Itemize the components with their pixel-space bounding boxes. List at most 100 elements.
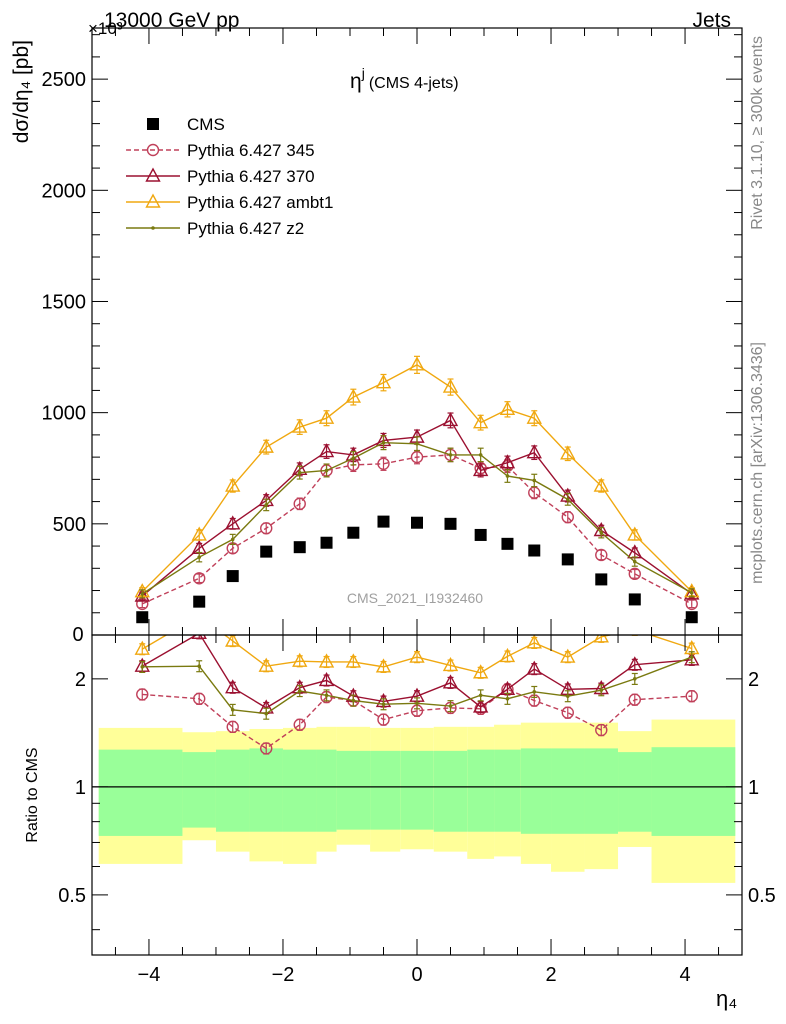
- data-point-ambt1: [292, 418, 308, 433]
- legend-marker-p345: [146, 143, 160, 157]
- data-point-p370: [499, 454, 516, 469]
- y-tick-label: 500: [53, 514, 86, 536]
- data-point-z2: [478, 453, 483, 457]
- legend: CMS Pythia 6.427 345 Pythia 6.427 370 Pythi…: [126, 115, 333, 238]
- band-inner: [433, 750, 468, 832]
- band-inner: [551, 748, 585, 834]
- top-ylabel: dσ/dη₄ [pb]: [10, 40, 33, 143]
- data-point-ambt1-ratio: [134, 640, 150, 655]
- data-point-z2: [297, 470, 302, 475]
- data-point-z2: [599, 530, 604, 535]
- data-point-ambt1-ratio: [318, 653, 335, 668]
- data-point-ambt1-ratio: [258, 657, 274, 672]
- data-point-p345-ratio: [260, 742, 273, 755]
- y-tick-label: 2500: [42, 69, 87, 91]
- legend-label-ambt1: Pythia 6.427 ambt1: [187, 193, 333, 212]
- data-point-p345-ratio: [595, 723, 608, 737]
- data-point-ambt1: [225, 477, 241, 492]
- data-point-ambt1-ratio: [345, 653, 362, 668]
- data-point-ambt1-ratio: [627, 635, 643, 636]
- data-point-cms: [411, 516, 423, 529]
- data-point-p345-ratio: [377, 713, 390, 726]
- uncertainty-bands: [98, 719, 736, 883]
- data-point-z2: [532, 478, 537, 483]
- data-point-p345: [595, 548, 608, 562]
- legend-marker-p370: [145, 167, 161, 182]
- data-point-z2-ratio: [599, 688, 604, 692]
- data-point-ambt1: [375, 374, 392, 389]
- data-point-p370: [318, 443, 335, 458]
- data-point-z2-ratio: [689, 655, 694, 659]
- data-point-cms: [193, 595, 206, 608]
- data-point-ambt1-ratio: [375, 658, 392, 673]
- y-tick-label: 1500: [42, 291, 87, 313]
- data-point-z2-ratio: [351, 698, 356, 703]
- data-point-p345-ratio: [226, 720, 239, 734]
- band-inner: [400, 750, 434, 830]
- band-inner: [370, 750, 401, 830]
- data-point-z2-ratio: [230, 707, 235, 712]
- band-inner: [618, 752, 652, 832]
- data-point-ambt1-ratio: [292, 652, 308, 667]
- data-point-cms: [320, 536, 333, 549]
- data-point-p345-ratio: [193, 692, 206, 705]
- ratio-series-group: [134, 635, 700, 755]
- data-point-z2-ratio: [478, 693, 483, 698]
- data-point-cms: [561, 553, 574, 566]
- data-point-p370: [442, 411, 459, 427]
- band-inner: [336, 750, 371, 830]
- x-tick-label: −4: [138, 964, 161, 986]
- legend-label-p345: Pythia 6.427 345: [187, 141, 315, 160]
- data-point-p345-ratio: [561, 706, 574, 719]
- beam-label: 13000 GeV pp: [104, 9, 239, 32]
- band-inner: [182, 752, 216, 828]
- data-point-p370: [225, 515, 241, 530]
- data-point-z2-ratio: [415, 701, 419, 706]
- data-point-z2-ratio: [632, 677, 637, 681]
- process-label: Jets: [692, 9, 731, 32]
- data-point-z2-ratio: [264, 711, 269, 716]
- data-point-z2: [324, 468, 329, 473]
- data-point-z2: [351, 456, 356, 461]
- data-point-z2: [264, 503, 269, 507]
- data-point-p345-ratio: [136, 688, 149, 701]
- band-inner: [215, 749, 250, 832]
- band-inner: [520, 748, 552, 834]
- data-point-p345: [260, 522, 273, 535]
- data-point-ambt1-ratio: [409, 648, 425, 663]
- data-point-ambt1-ratio: [225, 635, 241, 647]
- band-inner: [282, 749, 317, 832]
- data-point-cms: [628, 593, 641, 606]
- legend-label-cms: CMS: [187, 115, 225, 134]
- data-point-ambt1-ratio: [593, 635, 609, 643]
- mcplots-label: mcplots.cern.ch [arXiv:1306.3436]: [749, 342, 766, 584]
- data-point-ambt1: [593, 477, 609, 492]
- data-point-p345: [193, 572, 206, 585]
- data-point-z2: [632, 559, 637, 564]
- x-tick-label: −2: [272, 964, 295, 986]
- data-point-cms: [474, 528, 487, 541]
- data-point-p370-ratio: [225, 679, 241, 694]
- data-point-p370-ratio: [442, 674, 459, 689]
- band-inner: [98, 749, 183, 836]
- data-point-cms: [260, 545, 273, 558]
- x-axis-label: η₄: [716, 986, 737, 1011]
- band-inner: [584, 748, 619, 834]
- y-tick-label: 0: [72, 624, 83, 646]
- data-point-ambt1: [409, 356, 425, 371]
- data-point-ambt1: [627, 526, 643, 541]
- data-point-ambt1: [191, 526, 207, 541]
- y-tick-label: 1000: [42, 403, 87, 425]
- band-inner: [494, 749, 521, 832]
- data-point-p345-ratio: [293, 718, 306, 731]
- data-point-ambt1-ratio: [526, 635, 542, 649]
- x-tick-label: 0: [411, 964, 422, 986]
- data-point-p345: [377, 457, 390, 470]
- data-point-ambt1: [560, 445, 576, 460]
- data-point-z2-ratio: [565, 694, 570, 698]
- data-point-p370-ratio: [627, 656, 643, 671]
- ratio-y-tick-label: 0.5: [748, 885, 776, 907]
- legend-label-p370: Pythia 6.427 370: [187, 167, 315, 186]
- data-point-p370-ratio: [472, 698, 489, 713]
